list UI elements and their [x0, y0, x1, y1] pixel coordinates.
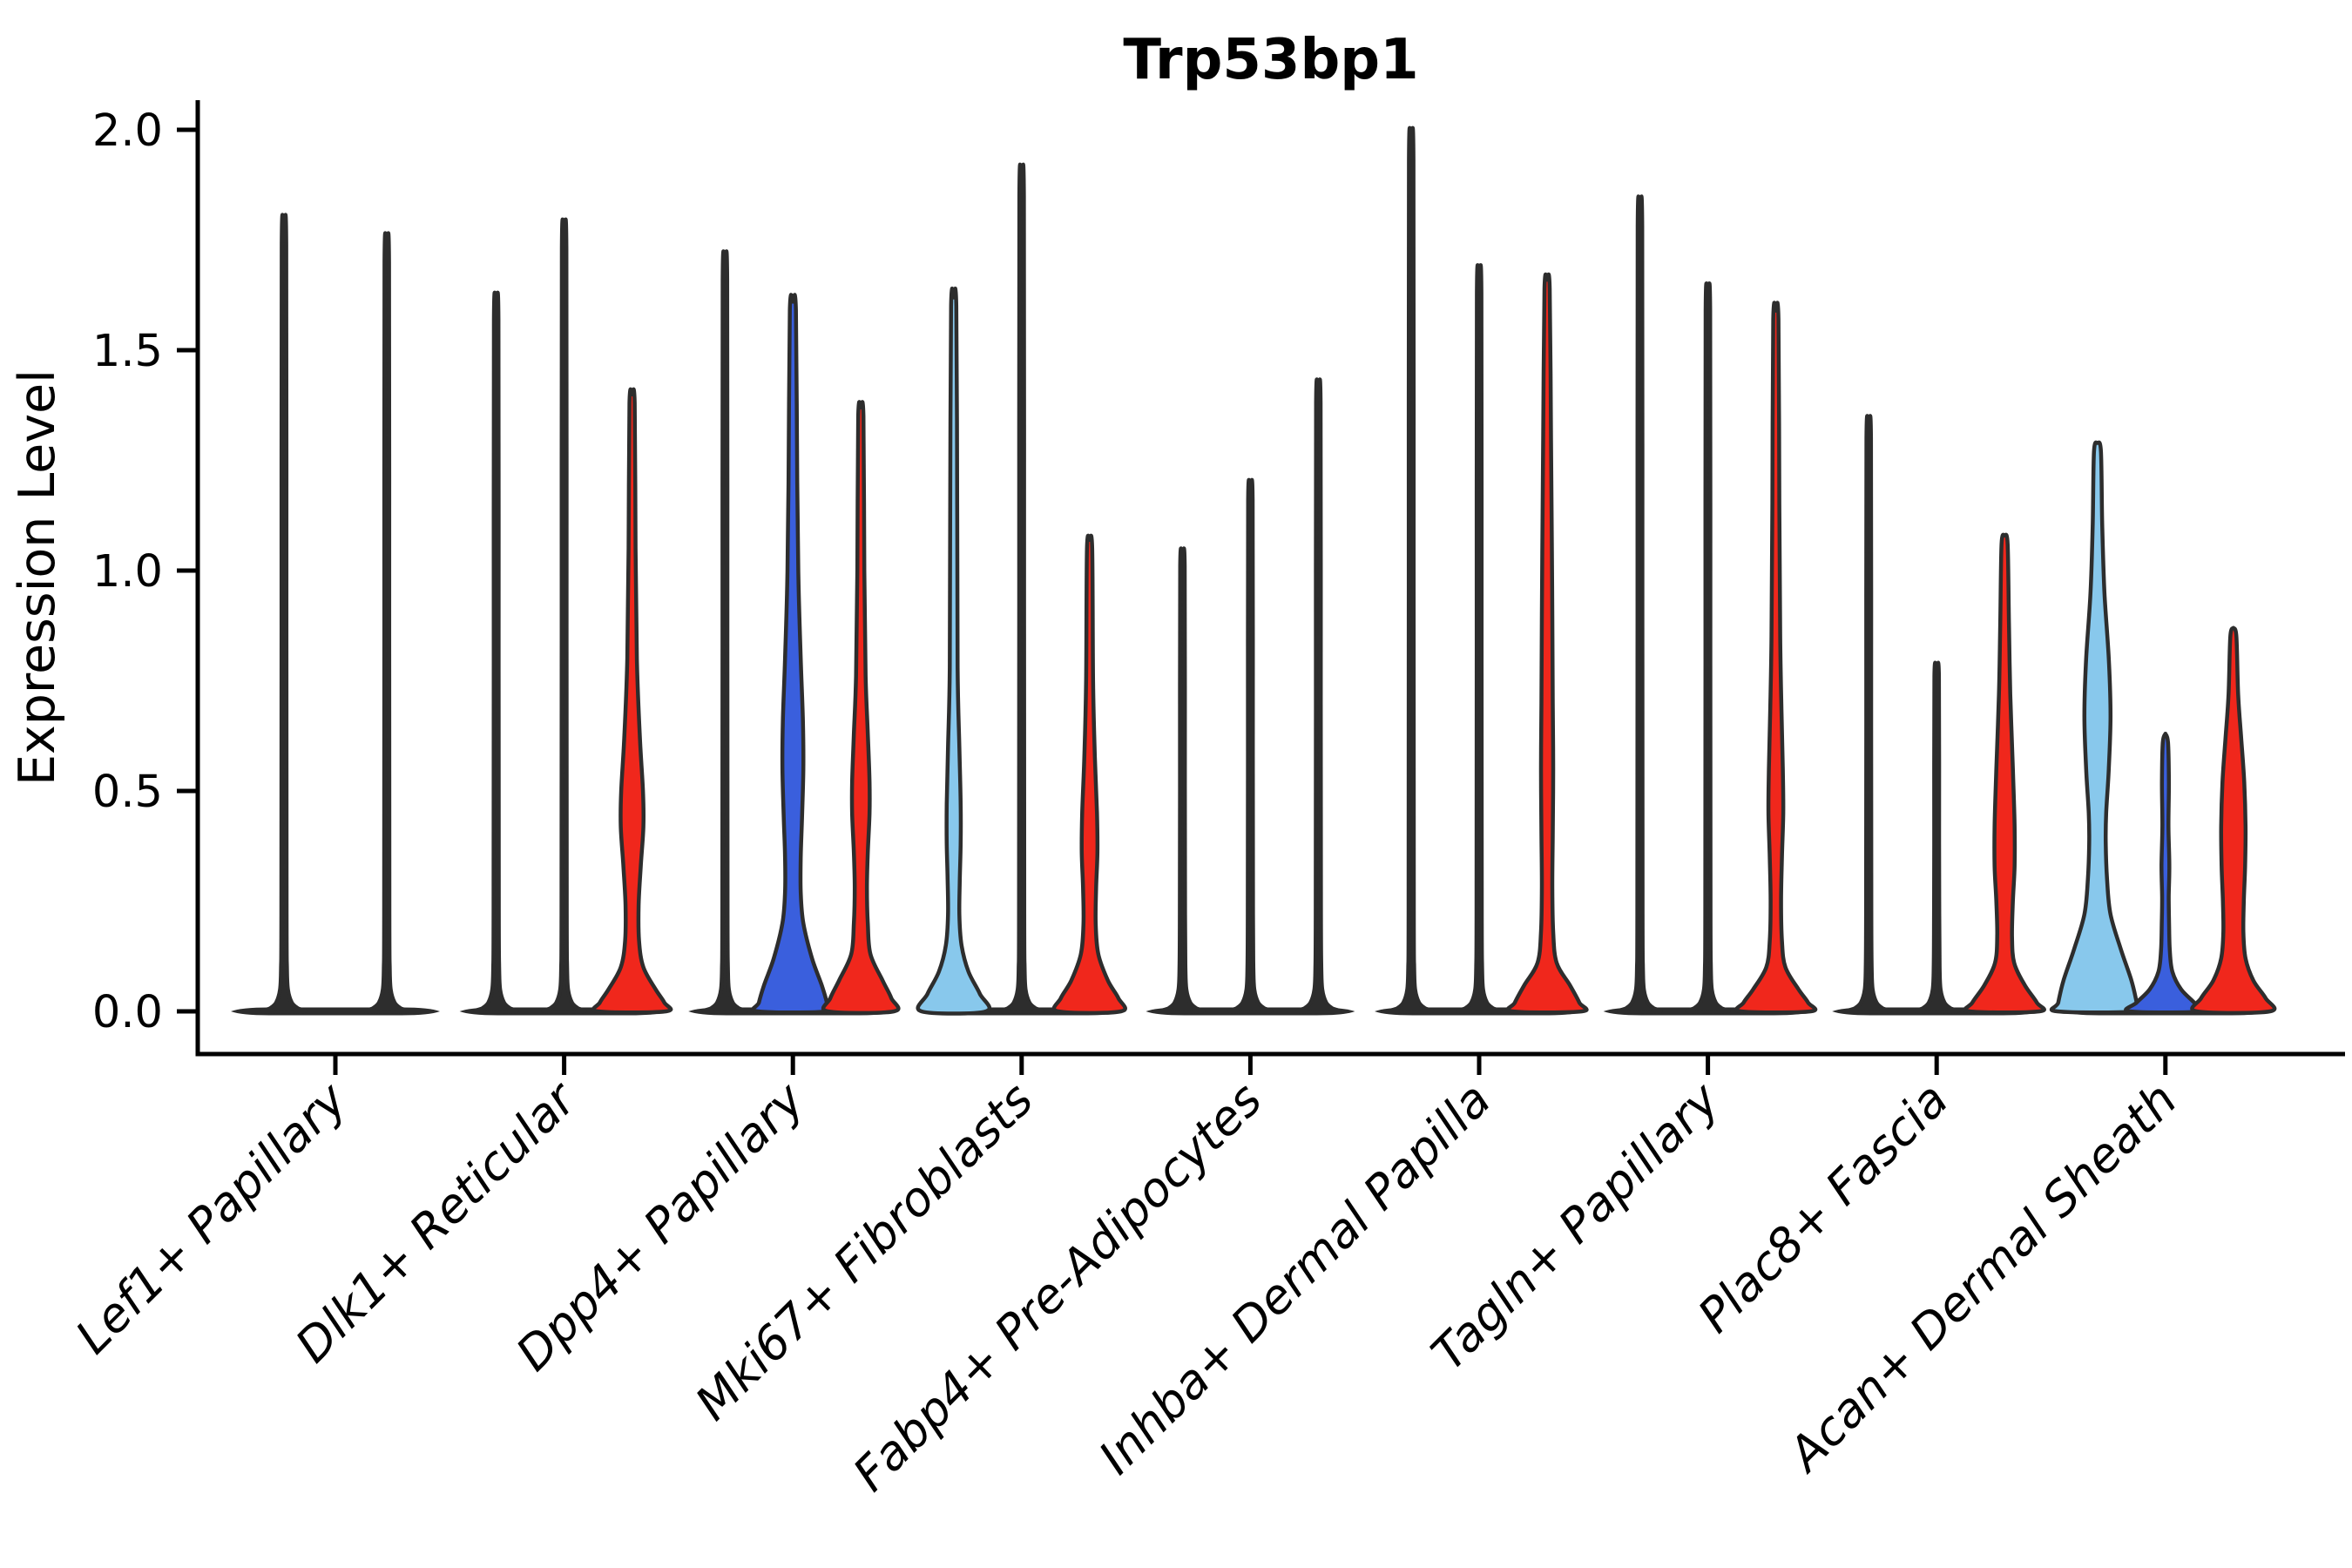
violin-spike	[1295, 377, 1342, 1014]
violin-spike	[1845, 414, 1892, 1014]
violin-red	[1505, 272, 1589, 1015]
violin-spike	[998, 162, 1045, 1014]
y-axis-label: Expression Level	[9, 369, 66, 786]
violin-spike	[701, 249, 748, 1014]
violin-spike	[1388, 125, 1435, 1014]
violin-red	[2190, 625, 2277, 1016]
violin-light_blue	[916, 287, 992, 1016]
violin-spike	[260, 213, 308, 1014]
violin-spike	[473, 290, 519, 1014]
violin-red	[591, 387, 673, 1015]
violin-dark_blue	[2124, 731, 2207, 1015]
violin-spike	[1685, 281, 1731, 1014]
violin-spike	[1617, 194, 1663, 1014]
y-tick-label: 1.0	[92, 546, 163, 598]
chart-title: Trp53bp1	[1123, 28, 1418, 92]
y-tick-label: 0.0	[92, 987, 163, 1038]
y-tick-label: 2.0	[92, 105, 163, 157]
x-tick-label: Acan+ Dermal Sheath	[1776, 1072, 2187, 1484]
y-tick-label: 1.5	[92, 326, 163, 377]
violin-red	[821, 400, 901, 1016]
violin-spike	[1227, 477, 1274, 1014]
violin-spike	[1456, 263, 1503, 1014]
y-tick-label: 0.5	[92, 767, 163, 818]
violins	[231, 125, 2277, 1016]
violin-red	[1963, 532, 2046, 1015]
violin-spike	[541, 217, 587, 1014]
violin-spike	[1913, 660, 1960, 1014]
violin-spike	[1159, 546, 1206, 1014]
violin-red	[1051, 533, 1127, 1016]
x-tick-label: Fabp4+ Pre-Adipocytes	[842, 1072, 1272, 1502]
violin-light_blue	[2049, 440, 2146, 1015]
violin-dark_blue	[751, 293, 835, 1015]
x-tick-label: Inhba+ Dermal Papilla	[1088, 1072, 1501, 1485]
violin-red	[1734, 301, 1818, 1015]
violin-spike	[363, 231, 410, 1014]
